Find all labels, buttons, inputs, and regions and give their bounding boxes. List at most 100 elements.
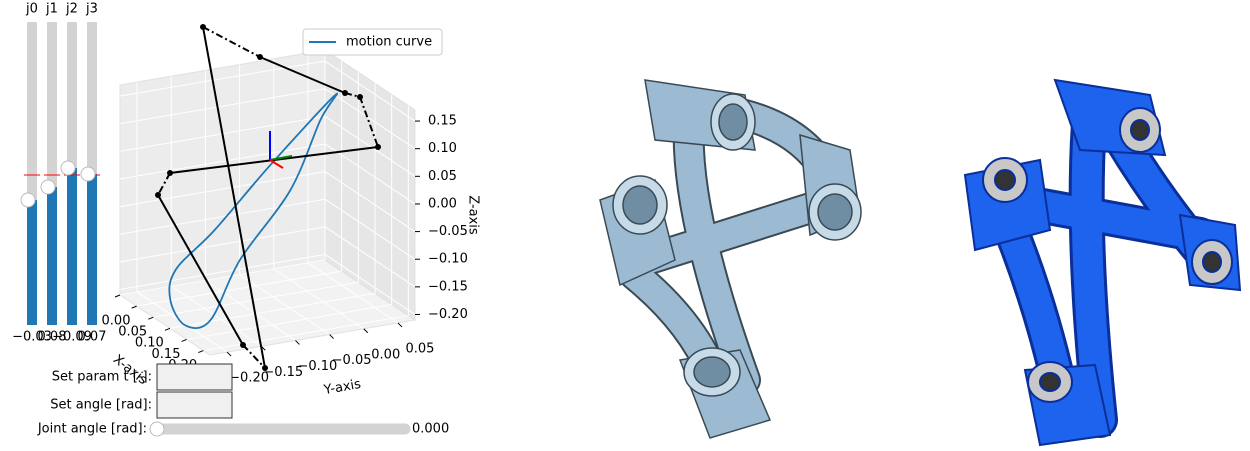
z-tick-label: 0.05 (428, 169, 457, 184)
grid-line (119, 198, 326, 235)
legend-box (302, 28, 443, 56)
slider-value: 0.07 (78, 330, 107, 345)
joint (375, 144, 381, 150)
grid-line (119, 60, 326, 97)
x-tick (131, 305, 137, 309)
y-tick-label: 0.00 (371, 347, 400, 362)
x-tick-label: 0.05 (118, 325, 147, 340)
slider-value: −0.03 (12, 330, 52, 345)
y-tick-label: −0.10 (297, 359, 337, 374)
z-axis-label: Z-axis (466, 195, 481, 235)
x-tick-label: 0.15 (152, 347, 181, 362)
y-tick-label: 0.05 (405, 341, 434, 356)
y-tick-label: −0.05 (332, 353, 372, 368)
plot-3d: 0.150.100.050.00−0.05−0.10−0.15−0.20−0.2… (102, 49, 481, 398)
slider-handle[interactable] (60, 160, 76, 176)
grid-line (324, 254, 416, 315)
slider-label: j1 (45, 2, 58, 17)
slider-track[interactable] (27, 22, 37, 325)
printed-part (963, 78, 1242, 447)
x-tick (114, 294, 121, 298)
joint-value: 0.000 (412, 422, 449, 437)
joint-slider-handle[interactable] (149, 421, 165, 437)
grid-line (119, 259, 326, 296)
grid-line (119, 253, 326, 290)
slider-label: j0 (25, 2, 38, 17)
pane-left (119, 49, 326, 296)
x-tick (148, 316, 154, 320)
z-tick-label: 0.10 (428, 141, 457, 156)
angle-textbox[interactable] (156, 391, 233, 419)
x-tick-label: 0.00 (102, 314, 131, 329)
linkage (155, 24, 381, 371)
joint (240, 342, 246, 348)
y-tick-label: −0.15 (263, 365, 303, 380)
slider-fill (27, 200, 37, 325)
slider-handle[interactable] (20, 192, 36, 208)
frame-y (269, 155, 293, 161)
grid-line (119, 171, 326, 208)
grid-line (324, 88, 416, 150)
grid-line (273, 268, 365, 330)
z-tick-label: −0.15 (428, 279, 468, 294)
slider-value: −0.09 (52, 330, 92, 345)
motion-curve (168, 92, 338, 330)
y-tick (397, 322, 403, 328)
z-tick-label: 0.15 (428, 114, 457, 129)
slider-handle[interactable] (80, 166, 96, 182)
grid-line (324, 115, 416, 177)
slider-fill (67, 168, 77, 325)
y-tick (363, 328, 369, 334)
grid-line (119, 226, 326, 263)
grid-line (186, 303, 392, 340)
grid-line (324, 171, 416, 232)
grid-line (307, 262, 399, 324)
angle-label: Set angle [rad]: (50, 398, 152, 413)
z-tick-label: −0.20 (428, 307, 468, 322)
grid-line (324, 198, 416, 260)
joint (357, 94, 363, 100)
joint (262, 365, 268, 371)
joint-label: Joint angle [rad]: (37, 422, 147, 437)
slider-fill (47, 187, 57, 325)
x-tick (181, 338, 187, 342)
z-tick-label: −0.05 (428, 224, 468, 239)
x-tick (198, 350, 204, 354)
z-tick-label: −0.10 (428, 252, 468, 267)
grid-line (170, 285, 262, 347)
y-tick (295, 340, 300, 345)
controls: Set param t [-]: Set angle [rad]: Joint … (37, 363, 449, 437)
grid-line (324, 60, 416, 122)
slider-track[interactable] (47, 22, 57, 325)
x-tick-label: 0.10 (135, 336, 164, 351)
grid-line (205, 280, 296, 341)
joint (257, 54, 263, 60)
y-tick-label: −0.20 (229, 371, 269, 386)
joint (155, 192, 161, 198)
slider-label: j3 (85, 2, 98, 17)
grid-line (169, 292, 376, 329)
y-tick (226, 351, 232, 357)
param-textbox[interactable] (156, 363, 233, 391)
slider-handle[interactable] (40, 179, 56, 195)
grid-line (324, 226, 416, 288)
slider-value: 0.08 (38, 330, 67, 345)
legend-label: motion curve (346, 35, 432, 50)
grid-line (153, 281, 359, 318)
joint (342, 90, 348, 96)
grid-line (239, 274, 330, 335)
grid-line (324, 143, 416, 205)
joint (200, 24, 206, 30)
cad-render (599, 79, 862, 439)
slider-fill (87, 174, 97, 325)
frame-x (269, 159, 284, 169)
joint (167, 170, 173, 176)
z-tick-label: 0.00 (428, 196, 457, 211)
slider-label: j2 (65, 2, 78, 17)
grid-line (119, 143, 326, 180)
legend: motion curve (302, 28, 443, 56)
grid-line (119, 88, 326, 125)
y-axis-label: Y-axis (322, 377, 362, 398)
x-tick (164, 327, 171, 331)
